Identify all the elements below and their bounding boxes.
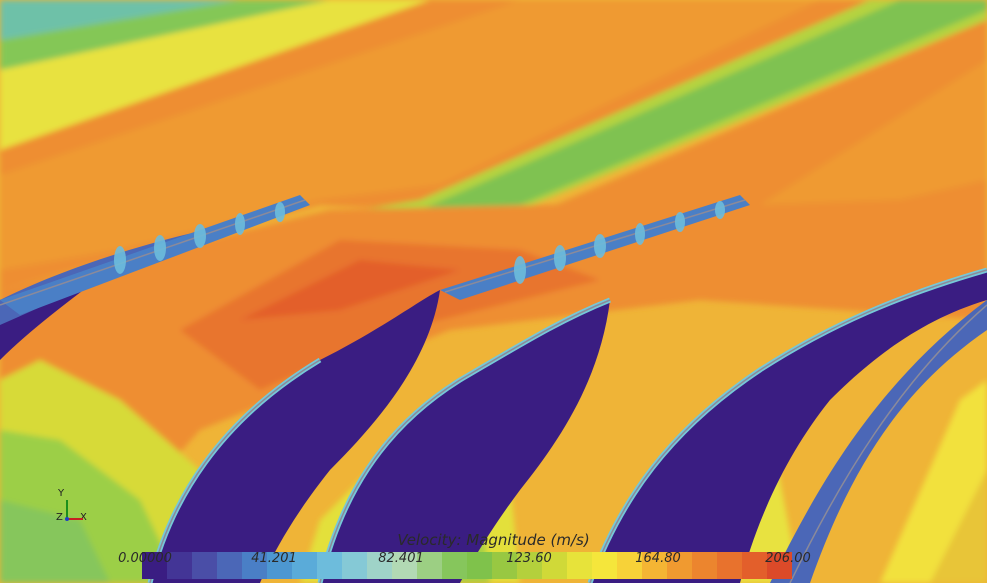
colorbar-swatch — [367, 552, 392, 579]
colorbar-swatch — [517, 552, 542, 579]
blade-low-speed-core — [590, 270, 987, 583]
colorbar-tick-label: 164.80 — [635, 551, 681, 566]
colorbar-tick-label: 41.201 — [251, 551, 297, 566]
colorbar-swatch — [417, 552, 442, 579]
axis-triad-icon — [65, 500, 83, 521]
colorbar-swatch — [242, 552, 267, 579]
blade-sections — [0, 195, 987, 583]
colorbar-tick-label: 206.00 — [765, 551, 811, 566]
colorbar-swatch — [592, 552, 617, 579]
colorbar-swatch — [717, 552, 742, 579]
triad-x-label: X — [80, 512, 87, 523]
colorbar-tick-label: 82.401 — [378, 551, 424, 566]
colorbar — [142, 552, 792, 579]
axis-triad: Y Z X — [50, 486, 100, 526]
blade-low-speed-core — [150, 290, 440, 583]
colorbar-swatch — [692, 552, 717, 579]
colorbar-swatch — [492, 552, 517, 579]
colorbar-swatch — [667, 552, 692, 579]
colorbar-swatch — [642, 552, 667, 579]
colorbar-swatch — [167, 552, 192, 579]
colorbar-tick-label: 123.60 — [506, 551, 552, 566]
legend-title: Velocity: Magnitude (m/s) — [397, 531, 590, 549]
colorbar-swatch — [567, 552, 592, 579]
colorbar-swatch — [317, 552, 342, 579]
colorbar-swatch — [467, 552, 492, 579]
colorbar-ticks: 0.00000 41.201 82.401 123.60 164.80 206.… — [0, 551, 987, 569]
triad-z-label: Z — [56, 512, 63, 523]
colorbar-swatch — [142, 552, 167, 579]
colorbar-swatch — [217, 552, 242, 579]
colorbar-swatch — [442, 552, 467, 579]
colorbar-swatch — [192, 552, 217, 579]
colorbar-swatch — [542, 552, 567, 579]
colorbar-tick-label: 0.00000 — [118, 551, 172, 566]
colorbar-swatch — [342, 552, 367, 579]
triad-y-label: Y — [58, 488, 65, 499]
blade-low-speed-core — [320, 300, 610, 583]
colorbar-swatch — [292, 552, 317, 579]
colorbar-swatch — [392, 552, 417, 579]
colorbar-swatch — [742, 552, 767, 579]
colorbar-swatch — [767, 552, 792, 579]
colorbar-swatch — [267, 552, 292, 579]
colorbar-swatch — [617, 552, 642, 579]
